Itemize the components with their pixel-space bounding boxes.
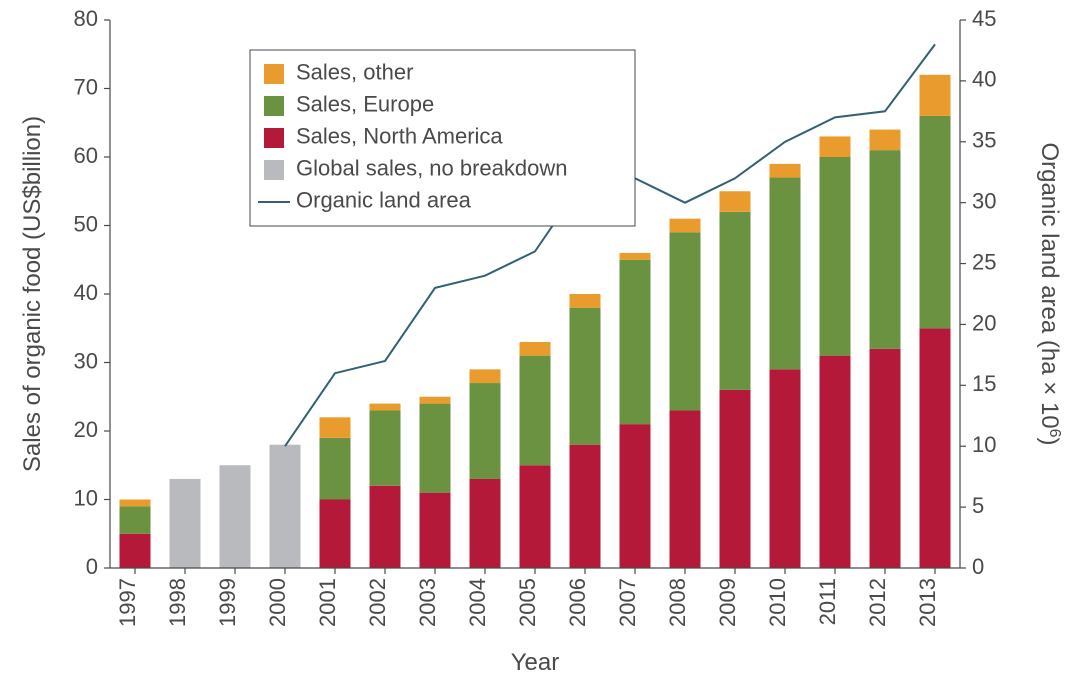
bar-other-2009 [720,191,751,212]
x-tick-label: 2008 [665,578,690,627]
y-right-tick-label: 0 [972,554,984,579]
bar-other-2004 [470,369,501,383]
bar-europe-2009 [720,212,751,390]
legend-label: Global sales, no breakdown [296,156,568,181]
bar-north_america-2012 [870,349,901,568]
bar-europe-2004 [470,383,501,479]
bar-europe-2007 [620,260,651,424]
y-right-tick-label: 40 [972,67,996,92]
legend-label: Sales, Europe [296,92,434,117]
bar-north_america-2008 [670,410,701,568]
bar-global-1999 [220,465,251,568]
y-right-tick-label: 25 [972,249,996,274]
bar-global-1998 [170,479,201,568]
y-left-tick-label: 60 [74,143,98,168]
legend-swatch [264,64,284,84]
y-left-tick-label: 50 [74,211,98,236]
x-tick-label: 2002 [365,578,390,627]
bar-north_america-2010 [770,369,801,568]
bar-north_america-2003 [420,493,451,568]
bar-north_america-2004 [470,479,501,568]
chart-container: 0 10 20 30 40 50 60 70 80 0 5 10 15 20 25 30 35 40 45 1997 1… [0,0,1080,688]
bar-north_america-2011 [820,356,851,568]
bar-europe-2010 [770,178,801,370]
bar-global-2000 [270,445,301,568]
bar-europe-2003 [420,404,451,493]
bar-other-2008 [670,219,701,233]
bar-north_america-2001 [320,500,351,569]
x-tick-label: 1998 [165,578,190,627]
y-right-tick-label: 10 [972,432,996,457]
bar-europe-2011 [820,157,851,356]
x-tick-label: 2012 [865,578,890,627]
bar-north_america-2007 [620,424,651,568]
bar-north_america-1997 [120,534,151,568]
y-left-tick-label: 30 [74,348,98,373]
bar-europe-2001 [320,438,351,500]
legend-label: Sales, other [296,60,413,85]
bar-europe-1997 [120,506,151,533]
x-tick-label: 1997 [115,578,140,627]
bar-europe-2008 [670,232,701,410]
x-tick-label: 2000 [265,578,290,627]
y-right-axis-label: Organic land area (ha × 106) [1036,142,1064,445]
bar-other-2010 [770,164,801,178]
x-tick-label: 1999 [215,578,240,627]
y-right-tick-label: 45 [972,6,996,31]
x-tick-label: 2006 [565,578,590,627]
bar-other-2011 [820,136,851,157]
y-left-tick-label: 80 [74,6,98,31]
legend: Sales, other Sales, Europe Sales, North Am… [250,50,635,226]
bar-other-2012 [870,130,901,151]
x-tick-label: 2004 [465,578,490,627]
x-tick-label: 2005 [515,578,540,627]
y-right-tick-label: 35 [972,128,996,153]
x-axis-label: Year [511,649,560,676]
y-right-tick-label: 30 [972,188,996,213]
y-left-tick-label: 10 [74,485,98,510]
bar-other-2013 [920,75,951,116]
bar-north_america-2005 [520,465,551,568]
legend-label: Sales, North America [296,124,503,149]
y-left-axis-label: Sales of organic food (US$billion) [19,116,46,472]
bar-europe-2012 [870,150,901,349]
bar-north_america-2013 [920,328,951,568]
x-tick-label: 2001 [315,578,340,627]
bar-europe-2002 [370,410,401,485]
y-left-tick-label: 0 [86,554,98,579]
x-tick-label: 2003 [415,578,440,627]
bar-other-2005 [520,342,551,356]
bar-other-2002 [370,404,401,411]
bar-other-2001 [320,417,351,438]
legend-swatch [264,160,284,180]
y-right-tick-label: 15 [972,371,996,396]
y-right-tick-label: 5 [972,493,984,518]
y-left-tick-label: 40 [74,280,98,305]
legend-swatch [264,128,284,148]
bar-europe-2006 [570,308,601,445]
x-tick-label: 2007 [615,578,640,627]
bar-europe-2013 [920,116,951,328]
bar-other-2006 [570,294,601,308]
y-left-tick-label: 20 [74,417,98,442]
bar-north_america-2006 [570,445,601,568]
bar-other-2003 [420,397,451,404]
bar-other-2007 [620,253,651,260]
legend-label: Organic land area [296,188,472,213]
x-tick-label: 2010 [765,578,790,627]
bar-europe-2005 [520,356,551,466]
bar-north_america-2009 [720,390,751,568]
x-tick-label: 2011 [815,578,840,625]
y-right-tick-label: 20 [972,310,996,335]
y-left-tick-label: 70 [74,74,98,99]
legend-swatch [264,96,284,116]
x-tick-label: 2013 [915,578,940,627]
x-tick-label: 2009 [715,578,740,627]
bar-north_america-2002 [370,486,401,568]
bar-other-1997 [120,500,151,507]
